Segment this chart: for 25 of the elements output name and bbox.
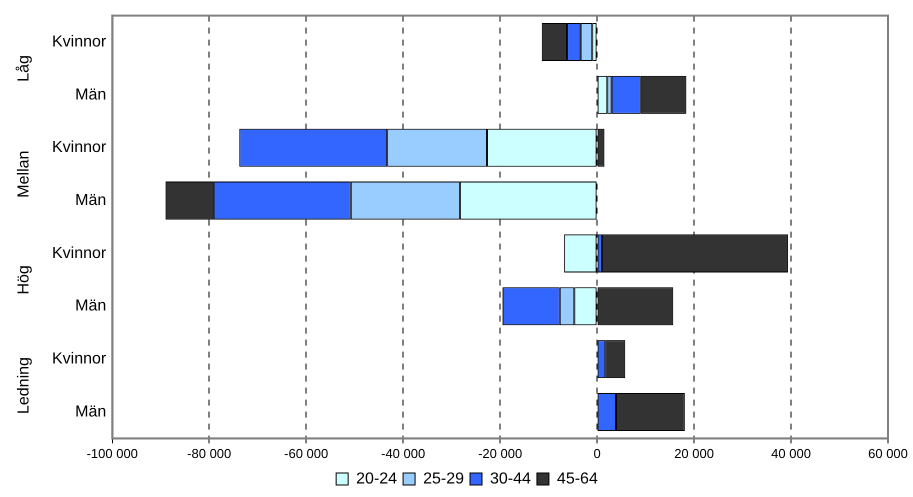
x-tick-label: -20 000 bbox=[478, 446, 522, 461]
x-tick-label: -100 000 bbox=[86, 446, 138, 461]
x-tick-label: 60 000 bbox=[868, 446, 908, 461]
x-tick-label: -80 000 bbox=[187, 446, 232, 461]
y-tick-label: Män bbox=[75, 298, 106, 315]
text: Hög bbox=[15, 265, 32, 295]
y-tick-label: Kvinnor bbox=[52, 244, 107, 262]
legend-label: 20-24 bbox=[356, 470, 398, 488]
x-tick-label: -60 000 bbox=[284, 446, 328, 461]
y-tick-label: Kvinnor bbox=[52, 33, 107, 50]
x-tick-label: 20 000 bbox=[674, 446, 714, 461]
legend-label: 25-29 bbox=[423, 470, 464, 488]
y-tick-label: Kvinnor bbox=[52, 350, 107, 368]
text: Ledning bbox=[15, 357, 32, 414]
legend-label: 30-44 bbox=[490, 470, 532, 488]
text: Låg bbox=[15, 55, 32, 82]
y-tick-label: Kvinnor bbox=[52, 139, 107, 156]
x-tick-label: 0 bbox=[593, 446, 601, 461]
y-tick-label: Män bbox=[75, 86, 106, 104]
text: Mellan bbox=[15, 150, 32, 198]
x-tick-label: 40 000 bbox=[771, 446, 811, 461]
y-tick-label: Män bbox=[75, 403, 106, 420]
legend-label: 45-64 bbox=[556, 470, 598, 488]
x-tick-label: -40 000 bbox=[381, 446, 426, 461]
y-tick-label: Män bbox=[75, 192, 106, 209]
